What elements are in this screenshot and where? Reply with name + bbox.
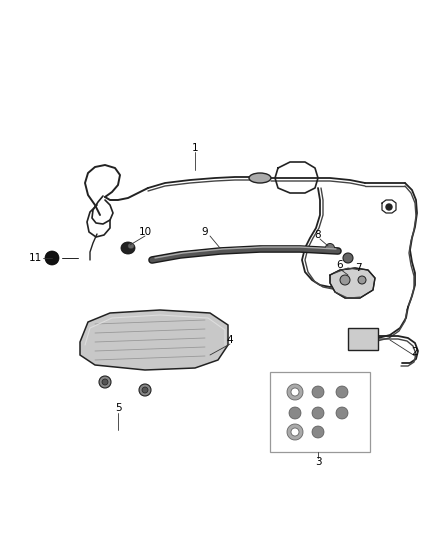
Circle shape (336, 386, 348, 398)
Text: 11: 11 (28, 253, 42, 263)
Circle shape (340, 275, 350, 285)
FancyBboxPatch shape (348, 328, 378, 350)
Circle shape (102, 379, 108, 385)
Circle shape (45, 251, 59, 265)
Text: 1: 1 (192, 143, 198, 153)
Circle shape (312, 426, 324, 438)
Polygon shape (330, 268, 375, 298)
Text: 5: 5 (115, 403, 121, 413)
Text: 4: 4 (227, 335, 233, 345)
Bar (270, 372, 370, 452)
Circle shape (142, 387, 148, 393)
Ellipse shape (121, 242, 135, 254)
Text: 8: 8 (314, 230, 321, 240)
Text: 10: 10 (138, 227, 152, 237)
Text: 7: 7 (355, 263, 361, 273)
Circle shape (325, 244, 335, 253)
Circle shape (358, 276, 366, 284)
Circle shape (289, 407, 301, 419)
Ellipse shape (128, 244, 134, 248)
Text: 9: 9 (201, 227, 208, 237)
Text: 2: 2 (412, 347, 418, 357)
Circle shape (139, 384, 151, 396)
Text: 3: 3 (314, 457, 321, 467)
Circle shape (386, 204, 392, 210)
Circle shape (312, 407, 324, 419)
Ellipse shape (249, 173, 271, 183)
Polygon shape (80, 310, 228, 370)
Circle shape (312, 386, 324, 398)
Circle shape (336, 407, 348, 419)
Circle shape (343, 253, 353, 263)
Text: 6: 6 (337, 260, 343, 270)
Circle shape (99, 376, 111, 388)
